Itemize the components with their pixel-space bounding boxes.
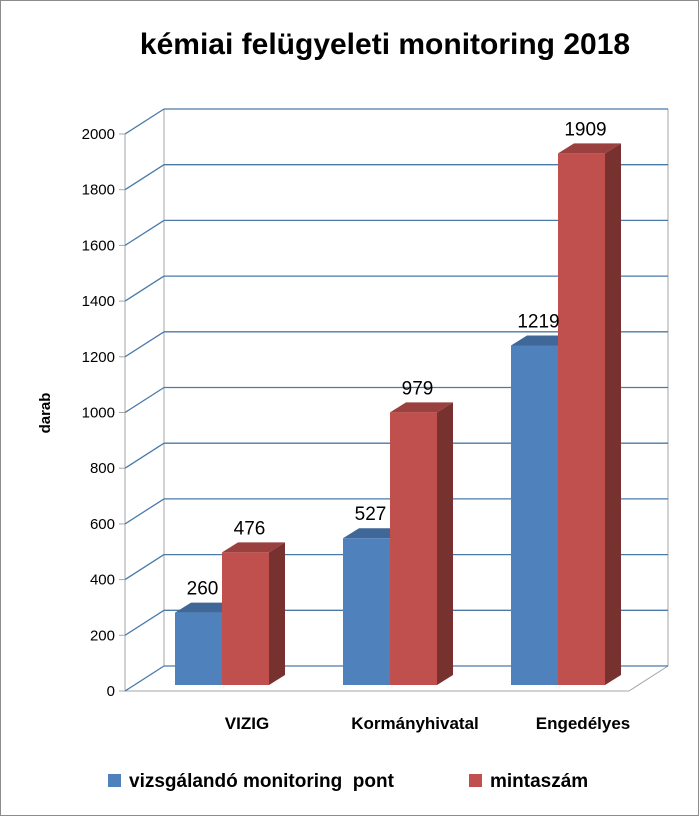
data-label: 260	[187, 579, 219, 600]
gridline-side	[124, 498, 165, 525]
data-label: 476	[234, 518, 266, 539]
y-tick-label: 200	[90, 627, 115, 644]
data-labels: 260 476 527 979 1219 1909	[187, 119, 607, 599]
bar-2-1	[558, 143, 621, 685]
bar-front-face	[390, 412, 437, 685]
data-label: 527	[355, 504, 387, 525]
y-tick-label: 1600	[82, 237, 115, 254]
data-label: 1909	[564, 119, 606, 140]
data-label: 1219	[517, 312, 559, 333]
bar-0-1	[222, 542, 285, 685]
gridline-side	[124, 665, 165, 692]
bar-side-face	[605, 143, 621, 685]
bars	[175, 143, 621, 685]
y-tick-label: 1000	[82, 405, 115, 422]
bar-front-face	[222, 552, 269, 685]
x-category-label: Engedélyes	[536, 714, 631, 733]
gridline-side	[124, 609, 165, 636]
y-tick-label: 0	[107, 683, 115, 700]
y-tick-label: 600	[90, 516, 115, 533]
y-axis-label: darab	[37, 393, 54, 434]
gridline-side	[124, 164, 165, 191]
bar-top-face	[222, 542, 285, 553]
chart-title: kémiai felügyeleti monitoring 2018	[140, 28, 630, 61]
legend-label: mintaszám	[490, 771, 588, 792]
gridline-side	[124, 108, 165, 135]
legend: vizsgálandó monitoring pont mintaszám	[108, 771, 588, 792]
gridline-side	[124, 275, 165, 302]
gridline-side	[124, 386, 165, 414]
data-label: 979	[402, 378, 434, 399]
gridline-side	[124, 554, 165, 581]
x-category-label: Kormányhivatal	[351, 714, 479, 733]
gridline-side	[124, 219, 165, 246]
legend-item-0: vizsgálandó monitoring pont	[108, 771, 395, 792]
legend-item-1: mintaszám	[469, 771, 588, 792]
y-tick-label: 1800	[82, 182, 115, 199]
bar-front-face	[343, 538, 390, 685]
y-tick-label: 1400	[82, 293, 115, 310]
y-tick-label: 2000	[82, 126, 115, 143]
bar-top-face	[390, 402, 453, 413]
y-tick-label: 1200	[82, 349, 115, 366]
bar-1-1	[390, 402, 453, 685]
legend-label: vizsgálandó monitoring pont	[129, 771, 395, 792]
bar-side-face	[269, 542, 285, 685]
bar-front-face	[175, 612, 222, 685]
bar-top-face	[558, 143, 621, 154]
legend-swatch	[108, 774, 121, 787]
bar-front-face	[511, 345, 558, 685]
gridline-side	[124, 331, 165, 358]
x-category-label: VIZIG	[225, 714, 269, 733]
gridline-side	[124, 442, 165, 469]
y-tick-label: 800	[90, 460, 115, 477]
category-labels: VIZIG Kormányhivatal Engedélyes	[225, 714, 630, 733]
legend-swatch	[469, 774, 482, 787]
bar-side-face	[437, 402, 453, 685]
y-axis-ticks: 0 200 400 600 800 1000 1200 1400 1600 1800 2000	[82, 126, 125, 700]
bar-front-face	[558, 153, 605, 685]
y-tick-label: 400	[90, 572, 115, 589]
floor-right-edge	[628, 665, 669, 692]
